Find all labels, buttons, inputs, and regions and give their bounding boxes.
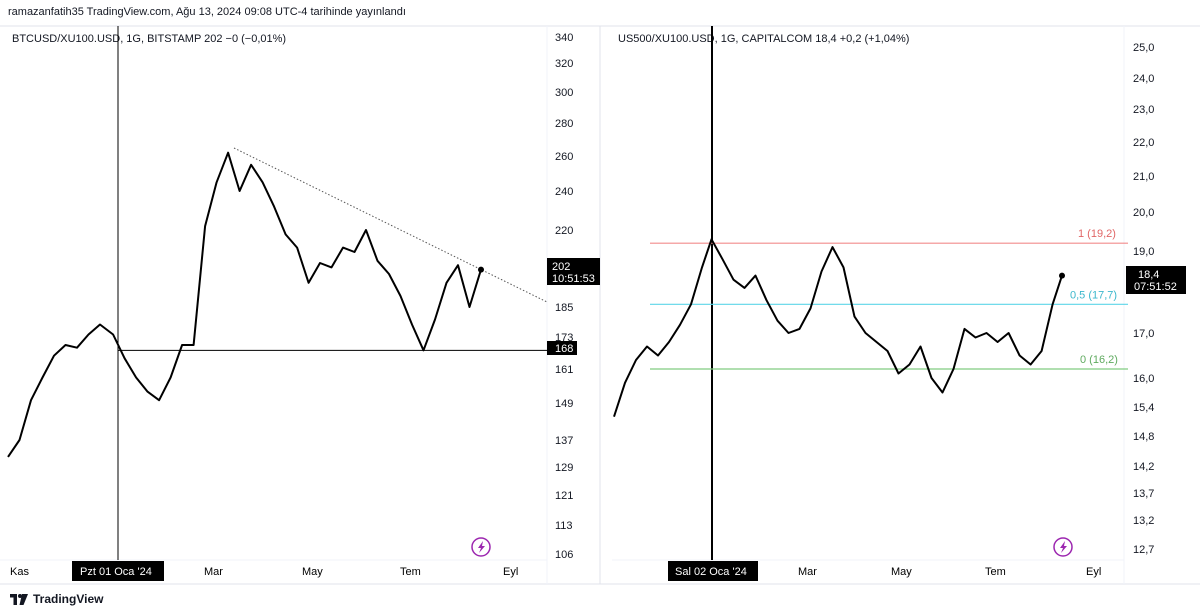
us500-y-tick-10: 14,8 <box>1133 431 1154 443</box>
us500-legend: US500/XU100.USD, 1G, CAPITALCOM 18,4 +0,… <box>618 33 909 45</box>
btc-x-label-eyl: Eyl <box>503 566 518 578</box>
btc-y-tick-2: 300 <box>555 87 573 99</box>
us500-y-tick-1: 24,0 <box>1133 73 1154 85</box>
btc-y-tick-6: 220 <box>555 225 573 237</box>
btc-y-tick-10: 149 <box>555 398 573 410</box>
fib-level-0-label: 0 (16,2) <box>1080 354 1118 366</box>
us500-y-tick-6: 19,0 <box>1133 246 1154 258</box>
btc-last-point <box>478 266 484 273</box>
footer-brand-name: TradingView <box>33 592 104 606</box>
us500-x-label-eyl: Eyl <box>1086 566 1101 578</box>
us500-countdown: 07:51:52 <box>1134 281 1177 293</box>
us500-date-badge <box>668 561 758 581</box>
btc-y-tick-4: 260 <box>555 151 573 163</box>
published-header: ramazanfatih35 TradingView.com, Ağu 13, … <box>8 6 406 18</box>
us500-y-tick-5: 20,0 <box>1133 207 1154 219</box>
us500-y-tick-0: 25,0 <box>1133 42 1154 54</box>
lightning-icon[interactable] <box>471 537 491 557</box>
fib-level-1-label: 1 (19,2) <box>1078 228 1116 240</box>
fib-level-05-label: 0,5 (17,7) <box>1070 289 1117 301</box>
us500-last-price: 18,4 <box>1138 269 1159 281</box>
us500-y-tick-11: 14,2 <box>1133 461 1154 473</box>
btc-support-price: 168 <box>555 343 573 355</box>
btc-x-label-kas: Kas <box>10 566 29 578</box>
us500-y-tick-7: 17,0 <box>1133 328 1154 340</box>
us500-x-label-date: Sal 02 Oca '24 <box>675 566 747 578</box>
us500-y-tick-13: 13,2 <box>1133 515 1154 527</box>
btc-y-tick-14: 113 <box>555 520 573 532</box>
us500-xu100-chart[interactable]: US500/XU100.USD, 1G, CAPITALCOM 18,4 +0,… <box>613 26 1186 581</box>
us500-y-tick-8: 16,0 <box>1133 373 1154 385</box>
btc-xu100-chart[interactable]: BTCUSD/XU100.USD, 1G, BITSTAMP 202 −0 (−… <box>7 26 600 581</box>
btc-y-tick-0: 340 <box>555 32 573 44</box>
btc-y-tick-3: 280 <box>555 118 573 130</box>
btc-countdown: 10:51:53 <box>552 273 595 285</box>
lightning-icon[interactable] <box>1053 537 1073 557</box>
btc-y-tick-9: 161 <box>555 364 573 376</box>
us500-last-price-badge <box>1126 266 1186 294</box>
btc-y-tick-11: 137 <box>555 435 573 447</box>
us500-x-label-mar: Mar <box>798 566 817 578</box>
us500-price-line[interactable] <box>613 238 1063 418</box>
footer-brand: TradingView <box>10 592 103 606</box>
btc-x-label-tem: Tem <box>400 566 421 578</box>
us500-y-tick-14: 12,7 <box>1133 544 1154 556</box>
tradingview-logo-icon <box>10 593 28 605</box>
us500-last-point <box>1059 272 1065 279</box>
us500-y-tick-4: 21,0 <box>1133 171 1154 183</box>
btc-y-tick-7: 185 <box>555 302 573 314</box>
btc-y-tick-13: 121 <box>555 490 573 502</box>
btc-descending-trendline[interactable] <box>233 147 548 303</box>
btc-y-tick-12: 129 <box>555 462 573 474</box>
us500-y-tick-12: 13,7 <box>1133 488 1154 500</box>
btc-x-label-may: May <box>302 566 323 578</box>
btc-x-label-date: Pzt 01 Oca '24 <box>80 566 152 578</box>
btc-y-tick-5: 240 <box>555 186 573 198</box>
btc-x-label-mar: Mar <box>204 566 223 578</box>
btc-support-badge <box>547 341 577 355</box>
us500-x-label-may: May <box>891 566 912 578</box>
btc-y-tick-1: 320 <box>555 58 573 70</box>
btc-price-axis[interactable]: 3403203002802602402201851731611491371291… <box>555 32 573 561</box>
us500-y-tick-9: 15,4 <box>1133 402 1154 414</box>
us500-y-tick-3: 22,0 <box>1133 137 1154 149</box>
us500-x-label-tem: Tem <box>985 566 1006 578</box>
btc-price-line[interactable] <box>7 151 482 458</box>
btc-legend: BTCUSD/XU100.USD, 1G, BITSTAMP 202 −0 (−… <box>12 33 286 45</box>
us500-y-tick-2: 23,0 <box>1133 104 1154 116</box>
btc-date-badge <box>72 561 164 581</box>
btc-y-tick-15: 106 <box>555 549 573 561</box>
us500-price-axis[interactable]: 25,0 24,0 23,0 22,0 21,0 20,0 19,0 17,0 16,0 15,4… <box>1133 42 1154 556</box>
btc-last-price: 202 <box>552 261 570 273</box>
btc-last-price-badge <box>547 258 600 285</box>
